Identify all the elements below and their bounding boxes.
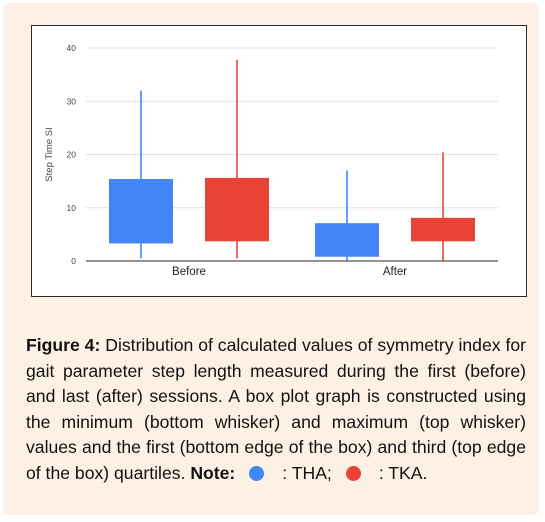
figure-panel: 0 10 20 30 40 Step Time SI Before After Figure … bbox=[3, 3, 539, 515]
box-plot-chart: 0 10 20 30 40 Step Time SI Before After bbox=[44, 43, 498, 278]
x-category-label: Before bbox=[172, 266, 206, 278]
note-label: Note: bbox=[190, 462, 236, 483]
y-tick-label: 40 bbox=[67, 43, 77, 53]
y-tick-label: 20 bbox=[67, 150, 77, 160]
tka-legend-text: : TKA. bbox=[378, 462, 428, 483]
tka-legend-dot bbox=[345, 465, 361, 481]
figure-caption: Figure 4: Distribution of calculated val… bbox=[26, 333, 526, 487]
tha-legend-text: : THA; bbox=[282, 462, 332, 483]
box-tka bbox=[205, 177, 269, 242]
chart-frame: 0 10 20 30 40 Step Time SI Before After bbox=[31, 25, 527, 297]
tha-legend-dot bbox=[249, 465, 265, 481]
y-axis-title: Step Time SI bbox=[44, 127, 55, 181]
x-category-label: After bbox=[383, 266, 407, 278]
y-tick-label: 0 bbox=[71, 256, 76, 266]
caption-label: Figure 4: bbox=[26, 335, 101, 355]
y-tick-label: 10 bbox=[67, 203, 77, 213]
box-tha bbox=[315, 223, 379, 257]
caption-text: Distribution of calculated values of sym… bbox=[26, 335, 526, 483]
box-tha bbox=[109, 178, 173, 244]
box-tka bbox=[411, 217, 475, 242]
y-tick-label: 30 bbox=[67, 96, 77, 106]
